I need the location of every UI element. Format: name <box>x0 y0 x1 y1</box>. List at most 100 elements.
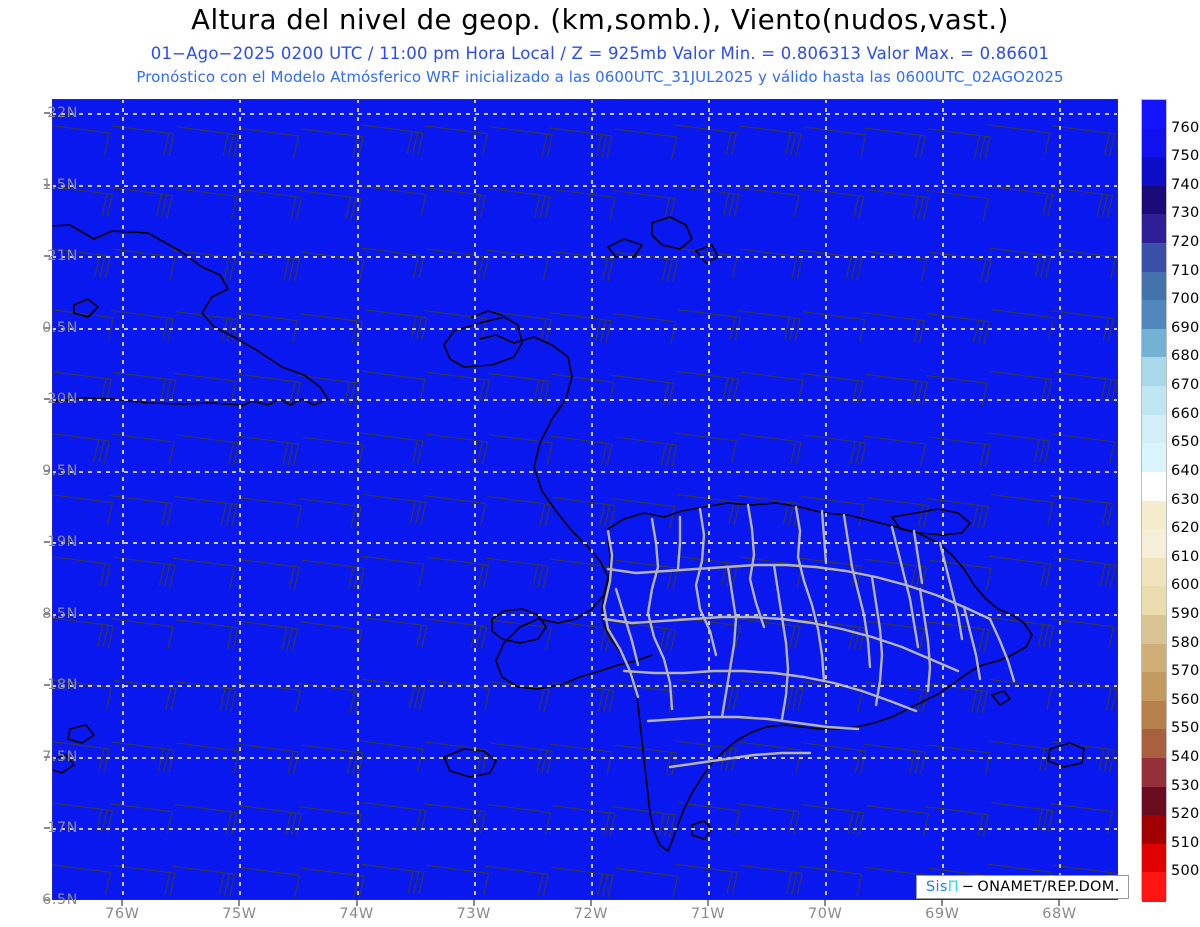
colorbar-tick-label: 760 <box>1171 119 1200 136</box>
subtitle-valid-time: 01−Ago−2025 0200 UTC / 11:00 pm Hora Loc… <box>150 44 1050 63</box>
wind-barb <box>674 124 737 156</box>
colorbar-tick-label: 610 <box>1171 548 1200 565</box>
wind-barb <box>235 312 299 343</box>
wind-barb <box>863 435 927 467</box>
colorbar-tick-label: 710 <box>1171 262 1200 279</box>
wind-barb <box>925 682 988 714</box>
wind-barb <box>866 805 930 836</box>
latitude-tick-mark <box>44 684 50 687</box>
gridline-vertical <box>356 99 359 900</box>
wind-barb <box>925 374 988 406</box>
wind-barb <box>740 556 803 588</box>
map-plot-area <box>52 99 1118 900</box>
latitude-tick-label: 20N <box>47 391 78 408</box>
latitude-tick-mark <box>44 183 50 186</box>
wind-barb <box>866 497 930 528</box>
gridline-horizontal <box>52 613 1118 616</box>
latitude-tick-label: 8.5N <box>42 605 78 622</box>
wind-barb <box>361 247 425 279</box>
gridline-vertical <box>708 99 710 900</box>
wind-barb <box>486 557 549 589</box>
wind-barb <box>172 557 236 589</box>
wind-barb <box>486 249 549 281</box>
latitude-tick-label: 19N <box>47 534 78 551</box>
wind-barb <box>988 555 1052 587</box>
colorbar: 760 750 740 730 720 710 700 690 680 670 660 650 640 6… <box>1141 99 1200 902</box>
wind-barb <box>362 370 426 402</box>
colorbar-band <box>1142 872 1166 902</box>
colorbar-band <box>1142 100 1166 130</box>
wind-barb <box>929 251 992 283</box>
wind-barb <box>614 436 678 468</box>
latitude-tick-label: 1.5N <box>42 176 78 193</box>
longitude-tick-label: 72W <box>573 906 608 922</box>
colorbar-tick-label: 730 <box>1171 205 1200 222</box>
latitude-tick-mark <box>44 899 50 901</box>
wind-barb <box>928 436 991 468</box>
wind-barb <box>176 126 240 158</box>
wind-barb <box>489 619 552 650</box>
wind-barb <box>549 435 613 467</box>
gridline-vertical <box>590 99 593 900</box>
latitude-tick-label: 9.5N <box>42 462 78 479</box>
colorbar-tick-label: 500 <box>1171 863 1200 880</box>
latitude-tick-label: 0.5N <box>42 319 78 336</box>
wind-barb <box>1054 371 1118 403</box>
logo-pi-icon: Π <box>947 879 959 895</box>
wind-barb <box>803 126 867 158</box>
colorbar-band <box>1142 843 1166 873</box>
wind-barb <box>488 496 551 527</box>
wind-barb-layer <box>52 124 1118 899</box>
colorbar-tick-label: 630 <box>1171 491 1200 508</box>
colorbar-band <box>1142 357 1166 387</box>
colorbar-band <box>1142 386 1166 416</box>
colorbar-tick-label: 590 <box>1171 605 1200 622</box>
colorbar-tick-label: 520 <box>1171 806 1200 823</box>
wind-barb <box>612 498 676 529</box>
subtitle-model-info: Pronóstico con el Modelo Atmósferico WRF… <box>136 68 1064 86</box>
wind-barb <box>928 744 991 776</box>
wind-barb <box>615 559 679 591</box>
wind-barb <box>741 371 804 403</box>
gridline-horizontal <box>52 685 1118 688</box>
wind-barb <box>737 495 800 526</box>
wind-barb <box>926 498 989 529</box>
logo-organization: ONAMET/REP.DOM. <box>977 879 1120 895</box>
wind-barb <box>802 619 866 650</box>
wind-barb <box>363 185 427 217</box>
wind-barb <box>426 556 490 588</box>
wind-barb <box>611 682 675 714</box>
colorbar-tick-label: 550 <box>1171 720 1200 737</box>
longitude-tick-mark <box>121 900 124 906</box>
wind-barb <box>488 187 551 219</box>
longitude-tick-mark <box>824 900 827 906</box>
wind-barb <box>675 863 738 895</box>
colorbar-band <box>1142 586 1166 616</box>
wind-barb <box>550 558 614 590</box>
wind-barb <box>236 127 300 159</box>
longitude-tick-label: 68W <box>1042 906 1077 922</box>
wind-barb <box>675 247 738 279</box>
colorbar-tick-label: 670 <box>1171 377 1200 394</box>
map-vector-layer <box>52 124 1118 899</box>
wind-barb <box>490 742 553 774</box>
colorbar-band <box>1142 557 1166 587</box>
wind-barb <box>52 433 110 464</box>
longitude-tick-mark <box>472 900 475 906</box>
wind-barb <box>298 682 361 714</box>
wind-barb <box>1052 433 1116 465</box>
wind-barb <box>364 617 428 648</box>
wind-barb <box>360 432 424 464</box>
wind-barb <box>801 496 865 527</box>
colorbar-tick-label: 580 <box>1171 634 1200 651</box>
wind-barb <box>990 185 1054 217</box>
gridline-horizontal <box>52 828 1118 831</box>
colorbar-band <box>1142 443 1166 473</box>
wind-barb <box>738 618 801 649</box>
colorbar-band <box>1142 672 1166 702</box>
colorbar-band <box>1142 128 1166 158</box>
wind-barb <box>364 309 428 340</box>
longitude-tick-mark <box>238 900 241 906</box>
colorbar-band <box>1142 529 1166 559</box>
longitude-tick-mark <box>589 900 592 906</box>
